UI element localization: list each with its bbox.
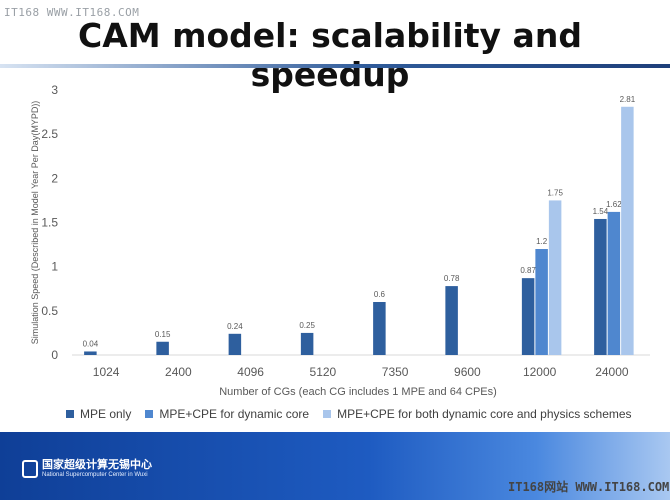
data-label: 0.24 <box>227 322 243 331</box>
chart-area: 0 0.5 1 1.5 2 2.5 3 Simulation Speed (Described… <box>0 70 670 430</box>
data-label: 0.15 <box>155 330 171 339</box>
legend-label-mpe-only: MPE only <box>80 407 132 421</box>
x-tick-label: 7350 <box>382 365 409 379</box>
data-label: 1.54 <box>593 207 609 216</box>
x-tick-label: 9600 <box>454 365 481 379</box>
legend-item-mpe-cpe-both: MPE+CPE for both dynamic core and physic… <box>323 407 632 421</box>
chart-legend: MPE only MPE+CPE for dynamic core MPE+CP… <box>66 407 632 421</box>
data-label: 0.78 <box>444 274 460 283</box>
org-logo-icon <box>22 460 38 478</box>
legend-label-mpe-cpe-both: MPE+CPE for both dynamic core and physic… <box>337 407 632 421</box>
watermark-top: IT168 WWW.IT168.COM <box>4 6 140 19</box>
legend-swatch-mpe-cpe-dynamic <box>145 410 154 418</box>
data-label: 0.25 <box>299 321 315 330</box>
bar-1-5120 <box>300 332 314 355</box>
x-tick-label: 24000 <box>595 365 629 379</box>
y-tick-label: 2 <box>51 171 58 185</box>
data-label: 2.81 <box>620 95 636 104</box>
bar-3-24000 <box>621 106 634 356</box>
org-subtitle: National Supercomputer Center in Wuxi <box>42 472 148 478</box>
legend-item-mpe-only: MPE only <box>66 407 131 421</box>
y-tick-label: 0.5 <box>41 304 58 318</box>
y-tick-label: 2.5 <box>41 127 58 141</box>
x-tick-label: 4096 <box>237 365 264 379</box>
x-axis-title: Number of CGs (each CG includes 1 MPE an… <box>219 386 497 398</box>
x-tick-label: 2400 <box>165 365 192 379</box>
slide-title: CAM model: scalability and speedup <box>78 16 582 94</box>
legend-swatch-mpe-cpe-both <box>323 410 332 418</box>
y-tick-label: 1 <box>51 260 58 274</box>
title-divider <box>0 64 670 68</box>
y-tick-label: 0 <box>51 348 58 362</box>
bar-1-2400 <box>156 341 169 355</box>
data-label: 1.75 <box>547 188 563 197</box>
watermark-bottom: IT168网站 WWW.IT168.COM <box>508 480 670 494</box>
data-label: 0.04 <box>83 339 99 348</box>
data-label: 1.2 <box>536 237 548 246</box>
legend-label-mpe-cpe-dynamic: MPE+CPE for dynamic core <box>159 407 310 421</box>
bar-1-9600 <box>445 286 458 355</box>
data-label: 0.6 <box>374 290 386 299</box>
y-tick-label: 1.5 <box>41 216 58 230</box>
x-tick-label: 5120 <box>310 365 337 379</box>
bar-1-4096 <box>228 333 242 355</box>
data-label: 0.87 <box>520 266 536 275</box>
legend-item-mpe-cpe-dynamic: MPE+CPE for dynamic core <box>145 407 309 421</box>
x-tick-label: 12000 <box>523 365 557 379</box>
bar-3-12000 <box>548 200 562 355</box>
y-axis-title: Simulation Speed (Described in Model Yea… <box>30 101 40 345</box>
bar-1-24000 <box>594 218 607 355</box>
legend-swatch-mpe-only <box>66 410 74 418</box>
bar-2-12000 <box>535 249 548 355</box>
bar-1-7350 <box>373 302 386 355</box>
bar-1-12000 <box>521 278 535 355</box>
bar-1-1024 <box>84 351 97 355</box>
footer-band: 国家超级计算无锡中心 National Supercomputer Center… <box>0 432 670 500</box>
y-tick-label: 3 <box>51 83 58 97</box>
bar-2-24000 <box>607 211 621 355</box>
x-tick-label: 1024 <box>93 365 120 379</box>
bar-chart: 0 0.5 1 1.5 2 2.5 3 Simulation Speed (Described… <box>30 83 650 398</box>
data-label: 1.62 <box>606 200 622 209</box>
org-name: 国家超级计算无锡中心 <box>42 459 152 471</box>
